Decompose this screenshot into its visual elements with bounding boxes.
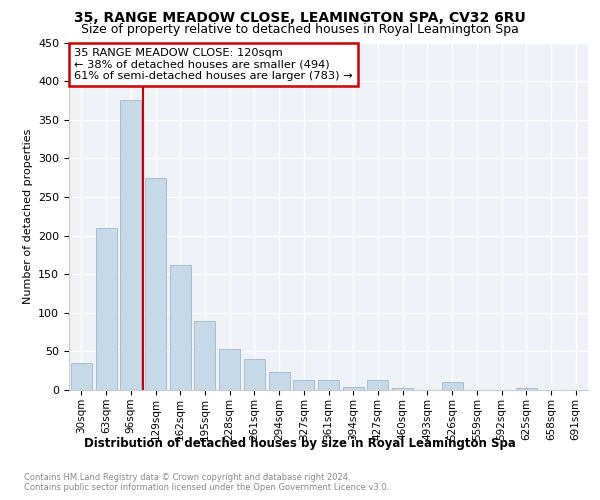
Text: 35 RANGE MEADOW CLOSE: 120sqm
← 38% of detached houses are smaller (494)
61% of : 35 RANGE MEADOW CLOSE: 120sqm ← 38% of d… — [74, 48, 353, 81]
Bar — [392, 388, 413, 390]
Bar — [145, 178, 166, 390]
Bar — [244, 359, 265, 390]
Bar — [219, 349, 240, 390]
Bar — [318, 380, 339, 390]
Text: Contains public sector information licensed under the Open Government Licence v3: Contains public sector information licen… — [24, 484, 389, 492]
Bar — [269, 372, 290, 390]
Bar — [293, 380, 314, 390]
Bar — [95, 228, 116, 390]
Text: Distribution of detached houses by size in Royal Leamington Spa: Distribution of detached houses by size … — [84, 438, 516, 450]
Text: 35, RANGE MEADOW CLOSE, LEAMINGTON SPA, CV32 6RU: 35, RANGE MEADOW CLOSE, LEAMINGTON SPA, … — [74, 11, 526, 25]
Bar — [442, 382, 463, 390]
Bar — [343, 387, 364, 390]
Bar — [367, 380, 388, 390]
Text: Size of property relative to detached houses in Royal Leamington Spa: Size of property relative to detached ho… — [81, 22, 519, 36]
Bar — [120, 100, 141, 390]
Bar — [516, 388, 537, 390]
Bar — [170, 265, 191, 390]
Y-axis label: Number of detached properties: Number of detached properties — [23, 128, 32, 304]
Bar — [71, 363, 92, 390]
Text: Contains HM Land Registry data © Crown copyright and database right 2024.: Contains HM Land Registry data © Crown c… — [24, 472, 350, 482]
Bar — [194, 320, 215, 390]
